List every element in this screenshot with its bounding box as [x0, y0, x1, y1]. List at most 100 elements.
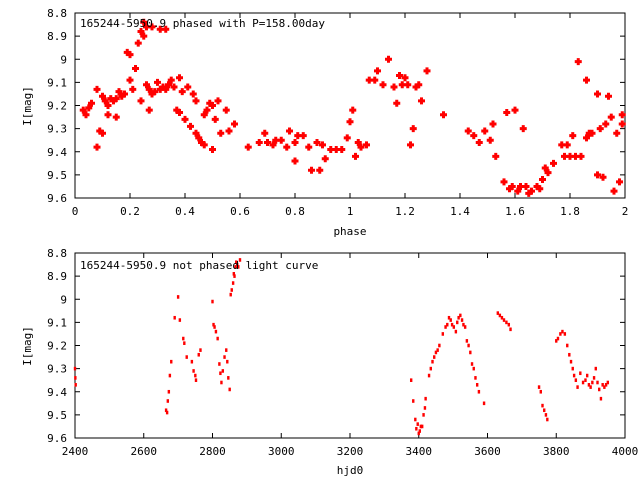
data-point	[506, 185, 513, 193]
data-point	[121, 90, 128, 98]
data-point	[214, 329, 218, 334]
x-tick-label: 2600	[131, 445, 158, 458]
y-tick-label: 8.9	[47, 270, 67, 283]
data-point	[217, 129, 225, 137]
data-point	[200, 111, 208, 119]
data-point	[216, 336, 219, 341]
data-point	[374, 67, 381, 75]
x-tick-label: 3400	[406, 445, 433, 458]
data-point	[447, 315, 451, 320]
data-point	[291, 139, 299, 146]
x-tick-label: 3200	[337, 445, 364, 458]
data-point	[555, 339, 558, 343]
data-point	[418, 429, 421, 433]
data-point	[197, 352, 200, 357]
data-point	[261, 129, 269, 137]
data-point	[192, 129, 200, 137]
data-point	[199, 348, 202, 352]
data-point	[572, 373, 576, 378]
data-point	[509, 327, 512, 332]
data-point	[482, 401, 486, 406]
data-point	[596, 125, 604, 133]
data-point	[594, 171, 601, 179]
data-point	[85, 104, 93, 112]
data-point	[269, 141, 277, 149]
data-point	[533, 182, 541, 190]
data-point	[489, 120, 497, 128]
data-point	[221, 369, 225, 373]
data-point	[112, 95, 120, 103]
data-point	[601, 383, 604, 387]
data-point	[481, 127, 489, 135]
y-tick-label: 8.8	[47, 7, 67, 20]
data-point	[220, 380, 223, 385]
data-point	[194, 378, 198, 382]
data-point	[222, 106, 230, 114]
data-point	[594, 90, 601, 98]
y-tick-label: 9	[60, 53, 67, 66]
data-point	[605, 92, 612, 100]
data-point	[101, 97, 109, 105]
data-point	[173, 315, 176, 320]
axis-ticks: 0 0.2 0.4 0.6 0.8 1 1.2 1.4 1.6 1.8 2 8.8 8.9 9 9.1 9.2…	[47, 7, 628, 218]
data-point	[178, 318, 182, 322]
data-point	[412, 83, 420, 91]
data-point	[137, 97, 145, 105]
data-point	[365, 76, 373, 84]
data-point	[537, 385, 541, 389]
data-point	[390, 83, 398, 91]
data-point	[321, 155, 329, 163]
y-tick-label: 9.5	[47, 169, 67, 182]
data-point	[398, 81, 406, 89]
x-tick-label: 2800	[199, 445, 226, 458]
data-point	[613, 129, 621, 137]
data-point	[574, 378, 578, 382]
data-point	[129, 85, 137, 93]
data-point	[176, 295, 180, 299]
data-point	[88, 99, 95, 107]
data-point	[283, 143, 291, 151]
data-point	[234, 265, 237, 269]
data-point	[110, 97, 117, 105]
data-point	[206, 99, 214, 107]
data-point	[566, 152, 574, 160]
data-point	[589, 385, 592, 389]
data-point	[349, 106, 357, 114]
data-point	[143, 23, 150, 31]
data-point	[417, 431, 420, 436]
x-tick-label: 2400	[62, 445, 89, 458]
data-point	[433, 355, 436, 359]
data-point	[214, 97, 222, 105]
data-point	[255, 139, 263, 146]
data-point	[460, 318, 464, 322]
data-point	[203, 106, 211, 114]
data-point	[184, 83, 192, 91]
data-point	[168, 373, 172, 378]
data-point	[465, 339, 469, 343]
data-point	[299, 132, 307, 140]
data-point	[477, 389, 481, 394]
data-point	[352, 152, 359, 160]
data-point	[209, 102, 216, 109]
data-point	[213, 325, 216, 329]
data-point	[423, 67, 431, 75]
data-point	[192, 369, 195, 373]
data-point	[134, 39, 142, 47]
data-point	[227, 376, 230, 380]
data-point	[596, 380, 599, 385]
data-point	[584, 378, 587, 382]
data-point	[502, 318, 506, 322]
chart-title: 165244-5950.9 phased with P=158.00day	[80, 17, 325, 30]
data-point	[396, 71, 403, 79]
data-point	[401, 74, 409, 82]
data-point	[185, 355, 188, 359]
data-point	[569, 359, 573, 364]
data-point	[137, 28, 145, 35]
data-point	[440, 111, 447, 119]
data-point	[475, 383, 479, 387]
data-point	[313, 139, 321, 146]
data-point	[583, 76, 590, 84]
data-point	[393, 99, 401, 107]
data-point	[544, 413, 548, 417]
y-tick-label: 9.2	[47, 340, 67, 353]
